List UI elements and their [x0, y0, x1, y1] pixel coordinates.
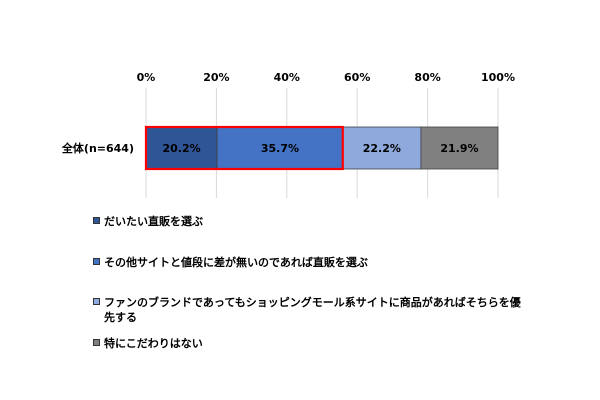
data-label: 21.9% — [440, 142, 478, 155]
x-tick-label: 40% — [274, 71, 300, 84]
x-tick-label: 20% — [203, 71, 229, 84]
legend-swatch-3 — [93, 298, 100, 305]
legend-label-2: その他サイトと値段に差が無いのであれば直販を選ぶ — [104, 256, 368, 269]
legend-swatch-4 — [93, 339, 100, 346]
data-label: 22.2% — [363, 142, 401, 155]
highlight-box-layer — [144, 125, 344, 171]
legend-swatch-1 — [93, 217, 100, 224]
bar-segments — [145, 126, 499, 170]
legend-item-1: だいたい直販を選ぶ — [93, 214, 524, 229]
bar-segment — [342, 126, 422, 170]
x-tick-label: 80% — [414, 71, 440, 84]
legend-label-3: ファンのブランドであってもショッピングモール系サイトに商品があればそちらを優先す… — [104, 296, 521, 324]
x-tick-label: 60% — [344, 71, 370, 84]
x-tick-label: 100% — [481, 71, 515, 84]
bar-segment — [420, 126, 499, 170]
category-axis: 全体(n=644) — [61, 141, 134, 155]
highlight-box — [144, 125, 344, 171]
legend-swatch-2 — [93, 258, 100, 265]
legend-item-2: その他サイトと値段に差が無いのであれば直販を選ぶ — [93, 255, 524, 270]
legend-item-4: 特にこだわりはない — [93, 336, 524, 351]
data-label: 20.2% — [162, 142, 200, 155]
legend-item-3: ファンのブランドであってもショッピングモール系サイトに商品があればそちらを優先す… — [93, 295, 524, 325]
legend-label-1: だいたい直販を選ぶ — [104, 215, 203, 228]
data-label: 35.7% — [261, 142, 299, 155]
x-axis-ticks: 0% 20% 40% 60% 80% 100% — [137, 71, 515, 84]
category-label: 全体(n=644) — [61, 141, 134, 155]
data-labels: 20.2% 35.7% 22.2% 21.9% — [162, 142, 478, 155]
x-tick-label: 0% — [137, 71, 156, 84]
legend-label-4: 特にこだわりはない — [104, 337, 203, 350]
